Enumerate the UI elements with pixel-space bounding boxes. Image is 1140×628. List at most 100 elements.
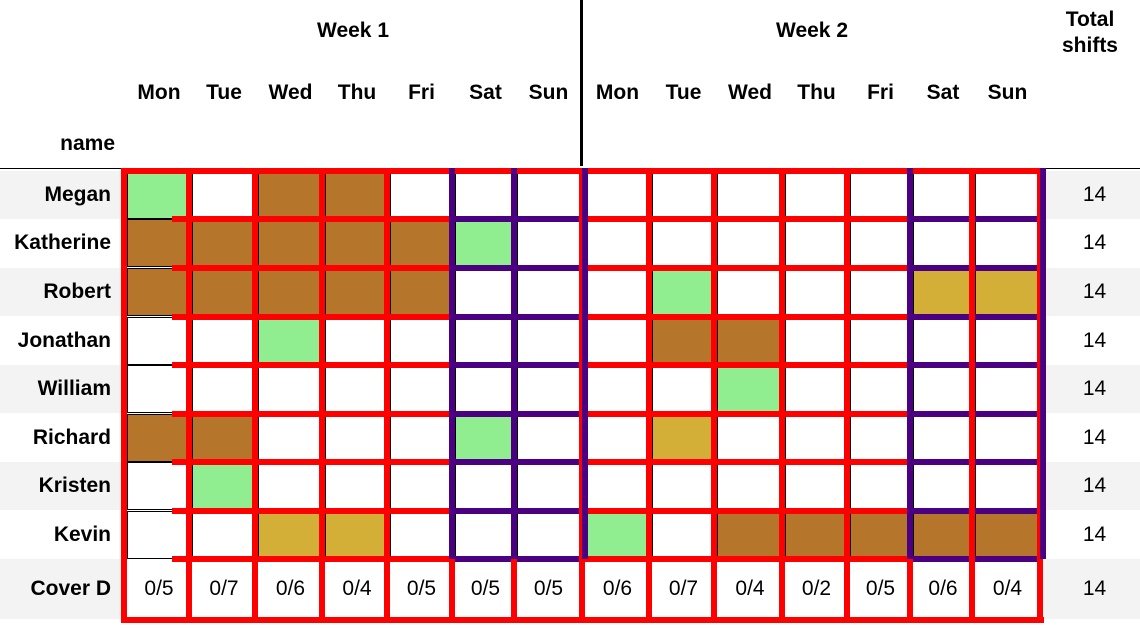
shift-cell[interactable] [517,268,580,316]
shift-cell[interactable] [127,511,191,559]
shift-cell[interactable] [585,219,650,267]
shift-cell[interactable] [913,365,973,413]
shift-cell[interactable] [785,462,848,510]
shift-cell[interactable] [258,511,323,559]
shift-cell[interactable] [785,511,848,559]
shift-cell[interactable] [517,365,580,413]
shift-cell[interactable] [913,171,973,219]
shift-cell[interactable] [517,317,580,365]
shift-cell[interactable] [390,268,453,316]
shift-cell[interactable] [717,365,783,413]
shift-cell[interactable] [652,317,715,365]
shift-cell[interactable] [325,462,389,510]
shift-cell[interactable] [785,414,848,462]
shift-cell[interactable] [975,219,1040,267]
shift-cell[interactable] [585,511,650,559]
shift-cell[interactable] [192,317,256,365]
shift-cell[interactable] [325,171,389,219]
shift-cell[interactable] [785,365,848,413]
shift-cell[interactable] [913,414,973,462]
shift-cell[interactable] [517,462,580,510]
shift-cell[interactable] [785,171,848,219]
shift-cell[interactable] [517,171,580,219]
shift-cell[interactable] [585,317,650,365]
shift-cell[interactable] [127,268,191,316]
shift-cell[interactable] [390,462,453,510]
shift-cell[interactable] [325,511,389,559]
shift-cell[interactable] [258,268,323,316]
shift-cell[interactable] [850,511,911,559]
shift-cell[interactable] [717,219,783,267]
shift-cell[interactable] [785,268,848,316]
shift-cell[interactable] [913,219,973,267]
shift-cell[interactable] [455,414,516,462]
shift-cell[interactable] [127,365,191,413]
shift-cell[interactable] [850,414,911,462]
shift-cell[interactable] [517,219,580,267]
shift-cell[interactable] [390,171,453,219]
shift-cell[interactable] [850,268,911,316]
shift-cell[interactable] [325,268,389,316]
shift-cell[interactable] [325,365,389,413]
shift-cell[interactable] [913,268,973,316]
shift-cell[interactable] [325,317,389,365]
shift-cell[interactable] [850,171,911,219]
shift-cell[interactable] [717,462,783,510]
shift-cell[interactable] [975,268,1040,316]
shift-cell[interactable] [585,365,650,413]
shift-cell[interactable] [127,317,191,365]
shift-cell[interactable] [127,219,191,267]
shift-cell[interactable] [390,414,453,462]
shift-cell[interactable] [652,414,715,462]
shift-cell[interactable] [785,317,848,365]
shift-cell[interactable] [127,462,191,510]
shift-cell[interactable] [192,219,256,267]
shift-cell[interactable] [717,511,783,559]
shift-cell[interactable] [717,268,783,316]
shift-cell[interactable] [455,462,516,510]
shift-cell[interactable] [455,365,516,413]
shift-cell[interactable] [652,219,715,267]
shift-cell[interactable] [652,511,715,559]
shift-cell[interactable] [127,171,191,219]
shift-cell[interactable] [455,219,516,267]
shift-cell[interactable] [192,365,256,413]
shift-cell[interactable] [652,268,715,316]
shift-cell[interactable] [585,462,650,510]
shift-cell[interactable] [192,414,256,462]
shift-cell[interactable] [258,414,323,462]
shift-cell[interactable] [127,414,191,462]
shift-cell[interactable] [455,317,516,365]
shift-cell[interactable] [258,365,323,413]
shift-cell[interactable] [975,462,1040,510]
shift-cell[interactable] [517,414,580,462]
shift-cell[interactable] [652,365,715,413]
shift-cell[interactable] [975,317,1040,365]
shift-cell[interactable] [455,511,516,559]
shift-cell[interactable] [913,317,973,365]
shift-cell[interactable] [192,268,256,316]
shift-cell[interactable] [258,219,323,267]
shift-cell[interactable] [975,414,1040,462]
shift-cell[interactable] [585,268,650,316]
shift-cell[interactable] [717,171,783,219]
shift-cell[interactable] [717,317,783,365]
shift-cell[interactable] [850,365,911,413]
shift-cell[interactable] [258,462,323,510]
shift-cell[interactable] [390,511,453,559]
shift-cell[interactable] [850,219,911,267]
shift-cell[interactable] [975,171,1040,219]
shift-cell[interactable] [585,414,650,462]
shift-cell[interactable] [325,414,389,462]
shift-cell[interactable] [455,268,516,316]
shift-cell[interactable] [455,171,516,219]
shift-cell[interactable] [390,317,453,365]
shift-cell[interactable] [975,365,1040,413]
shift-cell[interactable] [517,511,580,559]
shift-cell[interactable] [585,171,650,219]
shift-cell[interactable] [192,462,256,510]
shift-cell[interactable] [390,219,453,267]
shift-cell[interactable] [975,511,1040,559]
shift-cell[interactable] [785,219,848,267]
shift-cell[interactable] [652,462,715,510]
